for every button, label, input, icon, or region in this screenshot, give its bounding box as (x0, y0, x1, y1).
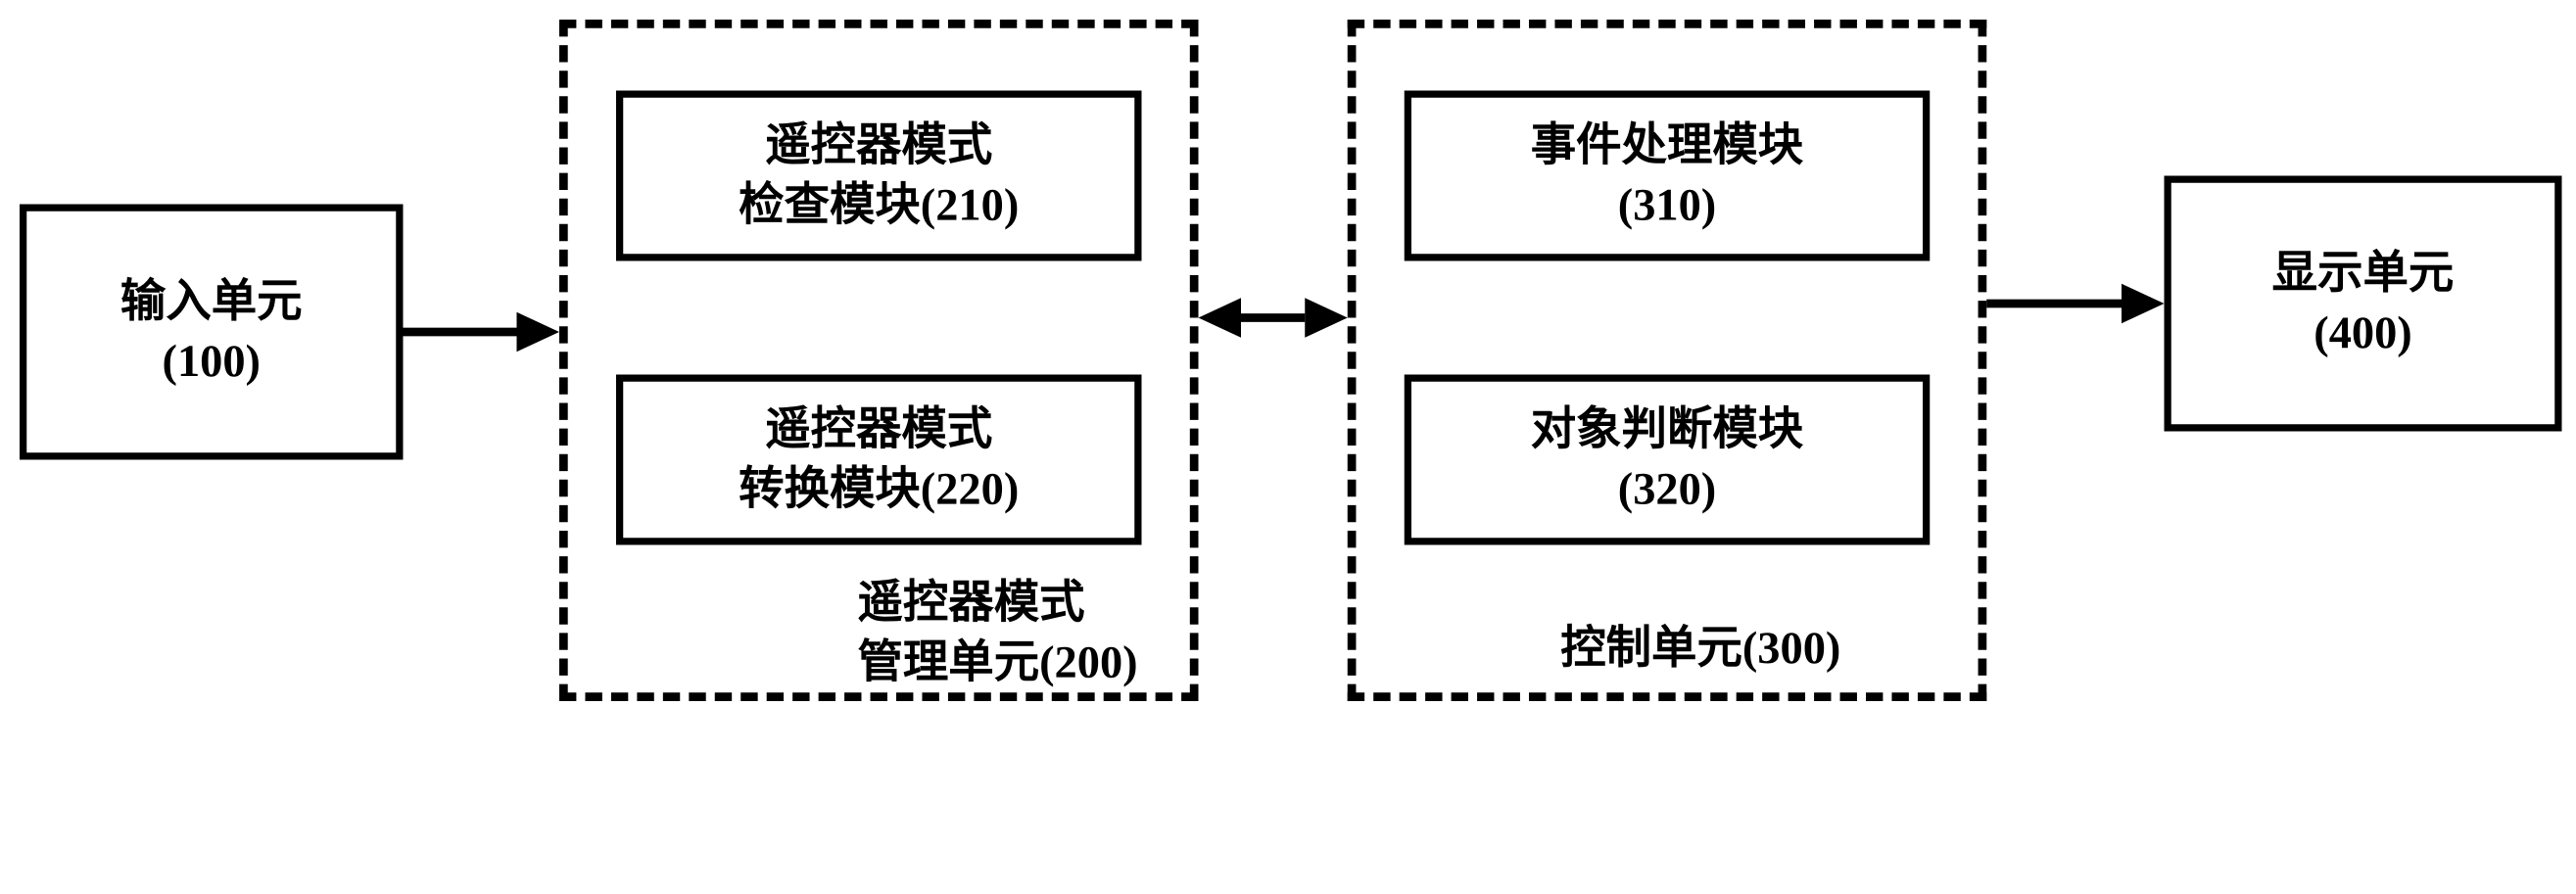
control-unit-label-line1: 控制单元(300) (1560, 619, 1840, 678)
mode-convert-label1: 遥控器模式 (765, 400, 992, 459)
arrowhead-input-to-mode (517, 312, 560, 353)
display-unit-label: 显示单元 (2272, 245, 2455, 304)
object-module-label2: (320) (1618, 460, 1717, 519)
arrowhead-control-to-display (2122, 284, 2165, 324)
object-module-label1: 对象判断模块 (1531, 400, 1803, 459)
arrow-control-to-display (1986, 300, 2122, 308)
mode-convert-label2: 转换模块(220) (739, 460, 1019, 519)
mode-mgmt-unit-label: 遥控器模式 管理单元(200) (858, 574, 1138, 692)
mode-check-module-box: 遥控器模式 检查模块(210) (616, 91, 1142, 261)
mode-mgmt-unit-label-line2: 管理单元(200) (858, 633, 1138, 691)
mode-check-label2: 检查模块(210) (739, 176, 1019, 235)
mode-convert-module-box: 遥控器模式 转换模块(220) (616, 375, 1142, 545)
arrow-mid (1241, 313, 1305, 322)
event-module-label1: 事件处理模块 (1531, 117, 1803, 175)
arrow-input-to-mode (404, 328, 517, 337)
block-diagram: 输入单元 (100) 遥控器模式 检查模块(210) 遥控器模式 转换模块(22… (20, 20, 2576, 894)
display-unit-id: (400) (2314, 304, 2412, 362)
display-unit-box: 显示单元 (400) (2165, 176, 2562, 432)
event-module-box: 事件处理模块 (310) (1405, 91, 1931, 261)
control-unit-label: 控制单元(300) (1560, 619, 1840, 678)
arrowhead-mid-left (1199, 298, 1242, 338)
input-unit-label: 输入单元 (120, 273, 303, 332)
input-unit-id: (100) (162, 332, 261, 391)
arrowhead-mid-right (1305, 298, 1348, 338)
mode-mgmt-unit-label-line1: 遥控器模式 (858, 574, 1138, 633)
mode-check-label1: 遥控器模式 (765, 117, 992, 175)
object-module-box: 对象判断模块 (320) (1405, 375, 1931, 545)
event-module-label2: (310) (1618, 176, 1717, 235)
input-unit-box: 输入单元 (100) (20, 205, 404, 460)
